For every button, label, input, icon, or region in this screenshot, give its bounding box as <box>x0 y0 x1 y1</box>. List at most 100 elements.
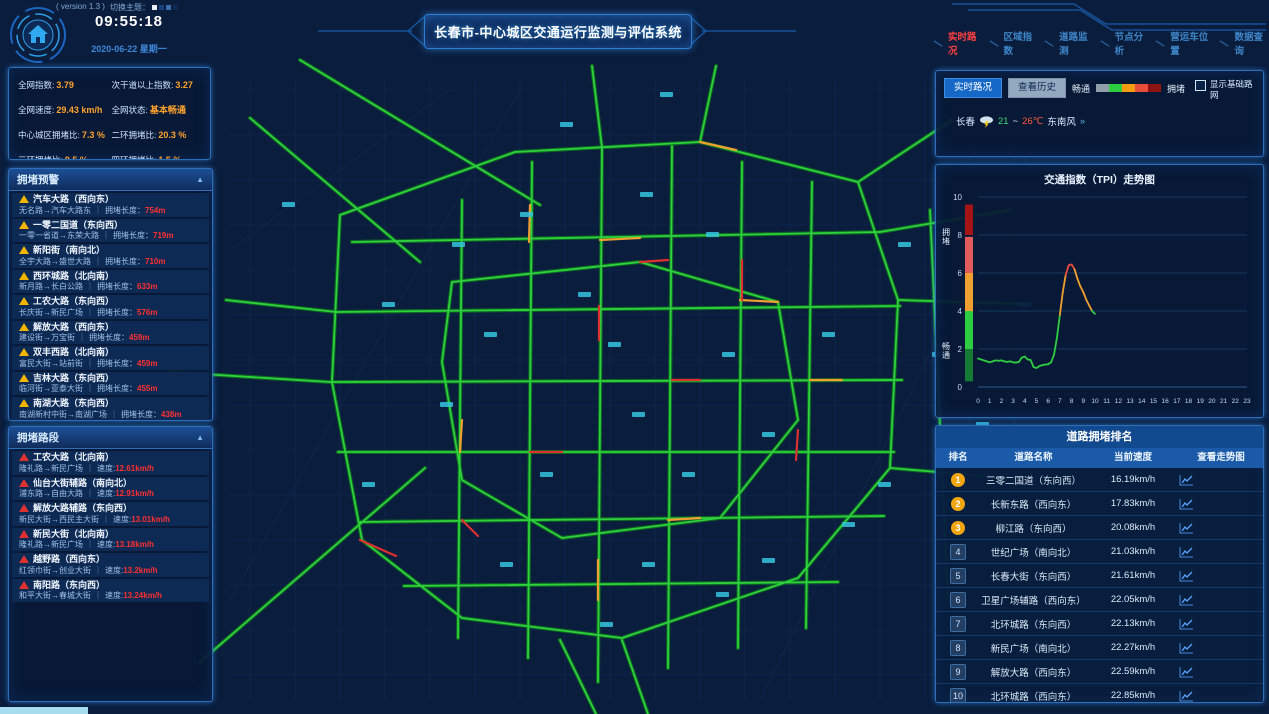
trend-chart-icon[interactable] <box>1179 546 1194 558</box>
table-row[interactable]: 4 世纪广场（南向北） 21.03km/h <box>936 540 1263 564</box>
svg-text:2: 2 <box>1000 398 1004 405</box>
weather-more-icon[interactable]: » <box>1079 115 1086 127</box>
warning-item[interactable]: 吉林大路（东向西） 临河街→亚泰大街｜拥堵长度：455m <box>12 371 209 395</box>
table-row[interactable]: 6 卫星广场辅路（西向东） 22.05km/h <box>936 588 1263 612</box>
current-date: 2020-06-22 星期一 <box>91 44 167 54</box>
warning-item[interactable]: 南湖大路（东向西） 南湖新村中街→南湖广场｜拥堵长度：438m <box>12 397 209 420</box>
row-speed: 22.59km/h <box>1110 666 1156 677</box>
svg-text:8: 8 <box>1070 398 1074 405</box>
weather-city: 长春 <box>956 117 976 128</box>
trend-chart-icon[interactable] <box>1179 594 1194 606</box>
legend-label-smooth: 畅通 <box>1072 83 1091 94</box>
warning-road: 吉林大路（东向西） <box>33 372 115 383</box>
section-detail: 和平大街→春城大街｜速度:13.24km/h <box>19 591 162 600</box>
temp-tilde: ~ <box>1012 115 1019 127</box>
row-road-name: 解放大路（西向东） <box>990 667 1077 679</box>
warning-item[interactable]: 西环城路（北向南） 新月路→长白公路｜拥堵长度：633m <box>12 269 209 293</box>
base-network-checkbox[interactable]: 显示基础路网 <box>1195 79 1257 101</box>
table-row[interactable]: 10 北环城路（西向东） 22.85km/h <box>936 684 1263 702</box>
page-title: 长春市-中心城区交通运行监测与评估系统 <box>434 25 682 40</box>
svg-text:6: 6 <box>958 269 963 278</box>
section-item[interactable]: 工农大路（北向南） 隆礼路→新民广场｜速度:12.61km/h <box>12 451 209 475</box>
trend-chart-icon[interactable] <box>1179 618 1194 630</box>
svg-text:5: 5 <box>1035 398 1039 405</box>
trend-chart-icon[interactable] <box>1179 666 1194 678</box>
stat-item: 四环拥堵比: 1.5 % <box>111 155 182 160</box>
warning-item[interactable]: 工农大路（东向西） 长庆街→新民广场｜拥堵长度：576m <box>12 295 209 319</box>
panel-title: 拥堵路段 <box>17 432 59 444</box>
theme-swatch-icon[interactable] <box>152 5 157 10</box>
section-item[interactable]: 解放大路辅路（东向西） 新民大街→西民主大街｜速度:13.01km/h <box>12 502 209 526</box>
panel-header: 拥堵路段 ▲ <box>9 427 212 449</box>
theme-switcher[interactable]: 切换主题： <box>110 2 178 13</box>
svg-text:6: 6 <box>1046 398 1050 405</box>
warning-item[interactable]: 解放大路（西向东） 建设街→万宝街｜拥堵长度：459m <box>12 320 209 344</box>
table-row[interactable]: 9 解放大路（西向东） 22.59km/h <box>936 660 1263 684</box>
table-row[interactable]: 3 柳江路（东向西） 20.08km/h <box>936 516 1263 540</box>
table-row[interactable]: 7 北环城路（东向西） 22.13km/h <box>936 612 1263 636</box>
warning-item[interactable]: 新阳街（南向北） 全宇大路→盛世大路｜拥堵长度：710m <box>12 244 209 268</box>
tab-realtime[interactable]: 实时路况 <box>944 78 1003 98</box>
warning-road: 汽车大路（西向东） <box>33 194 115 204</box>
nav-item[interactable]: 实时路况 <box>933 29 983 57</box>
warning-item[interactable]: 一零二国道（东向西） 一零一省道→东荣大路｜拥堵长度：719m <box>12 218 209 242</box>
current-time: 09:55:18 <box>94 13 164 30</box>
row-road-name: 三零二国道（东向西） <box>985 475 1081 487</box>
nav-item[interactable]: 节点分析 <box>1100 29 1150 57</box>
section-item[interactable]: 新民大街（北向南） 隆礼路→新民广场｜速度:13.18km/h <box>12 527 209 551</box>
svg-text:22: 22 <box>1232 398 1240 405</box>
stat-item: 全网指数: 3.79 <box>18 80 74 90</box>
warning-triangle-icon <box>19 246 29 255</box>
svg-text:4: 4 <box>1023 398 1027 405</box>
home-logo-icon[interactable] <box>8 5 68 65</box>
table-row[interactable]: 2 长新东路（西向东） 17.83km/h <box>936 492 1263 516</box>
warning-detail: 无名路→汽车大路东｜拥堵长度：754m <box>19 205 166 215</box>
theme-swatch-icon[interactable] <box>173 5 178 10</box>
warning-detail: 富民大街→站前街｜拥堵长度：459m <box>19 358 158 368</box>
trend-chart-icon[interactable] <box>1179 474 1194 486</box>
rank-badge: 6 <box>950 591 966 608</box>
nav-item[interactable]: 道路监测 <box>1044 29 1094 57</box>
theme-swatch-icon[interactable] <box>159 5 164 10</box>
svg-text:4: 4 <box>958 307 963 316</box>
table-row[interactable]: 5 长春大街（东向西） 21.61km/h <box>936 564 1263 588</box>
col-header-speed: 当前速度 <box>1113 452 1152 463</box>
warning-detail: 南湖新村中街→南湖广场｜拥堵长度：438m <box>19 409 182 419</box>
section-item[interactable]: 仙台大街辅路（南向北） 浦东路→自由大路｜速度:12.91km/h <box>12 476 209 500</box>
warning-road: 西环城路（北向南） <box>33 270 115 281</box>
warning-detail: 长庆街→新民广场｜拥堵长度：576m <box>19 307 158 317</box>
checkbox-icon[interactable] <box>1195 80 1206 91</box>
table-row[interactable]: 8 新民广场（南向北） 22.27km/h <box>936 636 1263 660</box>
collapse-icon[interactable]: ▲ <box>196 175 204 184</box>
svg-text:0: 0 <box>976 398 980 405</box>
warning-item[interactable]: 汽车大路（西向东） 无名路→汽车大路东｜拥堵长度：754m <box>12 193 209 217</box>
svg-text:23: 23 <box>1243 398 1251 405</box>
congestion-ranking-panel: 道路拥堵排名 排名 道路名称 当前速度 查看走势图 1 三零二国道（东向西） 1… <box>935 425 1264 703</box>
svg-text:10: 10 <box>953 193 962 202</box>
section-item[interactable]: 南阳路（东向西） 和平大街→春城大街｜速度:13.24km/h <box>12 578 209 602</box>
warning-item[interactable]: 双丰西路（北向南） 富民大街→站前街｜拥堵长度：459m <box>12 346 209 370</box>
collapse-icon[interactable]: ▲ <box>196 433 204 442</box>
svg-text:18: 18 <box>1185 398 1193 405</box>
section-item[interactable]: 越野路（西向东） 红领巾街→创业大街｜速度:13.2km/h <box>12 553 209 577</box>
rank-badge: 2 <box>951 496 965 511</box>
table-row[interactable]: 1 三零二国道（东向西） 16.19km/h <box>936 468 1263 492</box>
nav-item[interactable]: 营运车位置 <box>1155 29 1213 57</box>
tab-history[interactable]: 查看历史 <box>1008 78 1067 98</box>
trend-chart-icon[interactable] <box>1179 498 1194 510</box>
trend-chart-icon[interactable] <box>1179 690 1194 702</box>
chart-title: 交通指数（TPI）走势图 <box>1044 174 1155 186</box>
nav-item[interactable]: 区域指数 <box>989 29 1039 57</box>
alert-triangle-icon <box>19 453 29 462</box>
theme-swatch-icon[interactable] <box>166 5 171 10</box>
row-road-name: 新民广场（南向北） <box>990 643 1077 655</box>
svg-text:16: 16 <box>1162 398 1170 405</box>
tpi-chart-panel: 交通指数（TPI）走势图 0 2 4 6 8 10 0 1 2 3 4 5 6 7 8 9 10 11 12 13 14… <box>935 164 1264 418</box>
trend-chart-icon[interactable] <box>1179 522 1194 534</box>
trend-chart-icon[interactable] <box>1179 570 1194 582</box>
col-header-trend: 查看走势图 <box>1197 452 1245 463</box>
svg-text:14: 14 <box>1138 398 1146 405</box>
nav-item[interactable]: 数据查询 <box>1219 29 1269 57</box>
trend-chart-icon[interactable] <box>1179 642 1194 654</box>
warning-triangle-icon <box>19 271 29 280</box>
